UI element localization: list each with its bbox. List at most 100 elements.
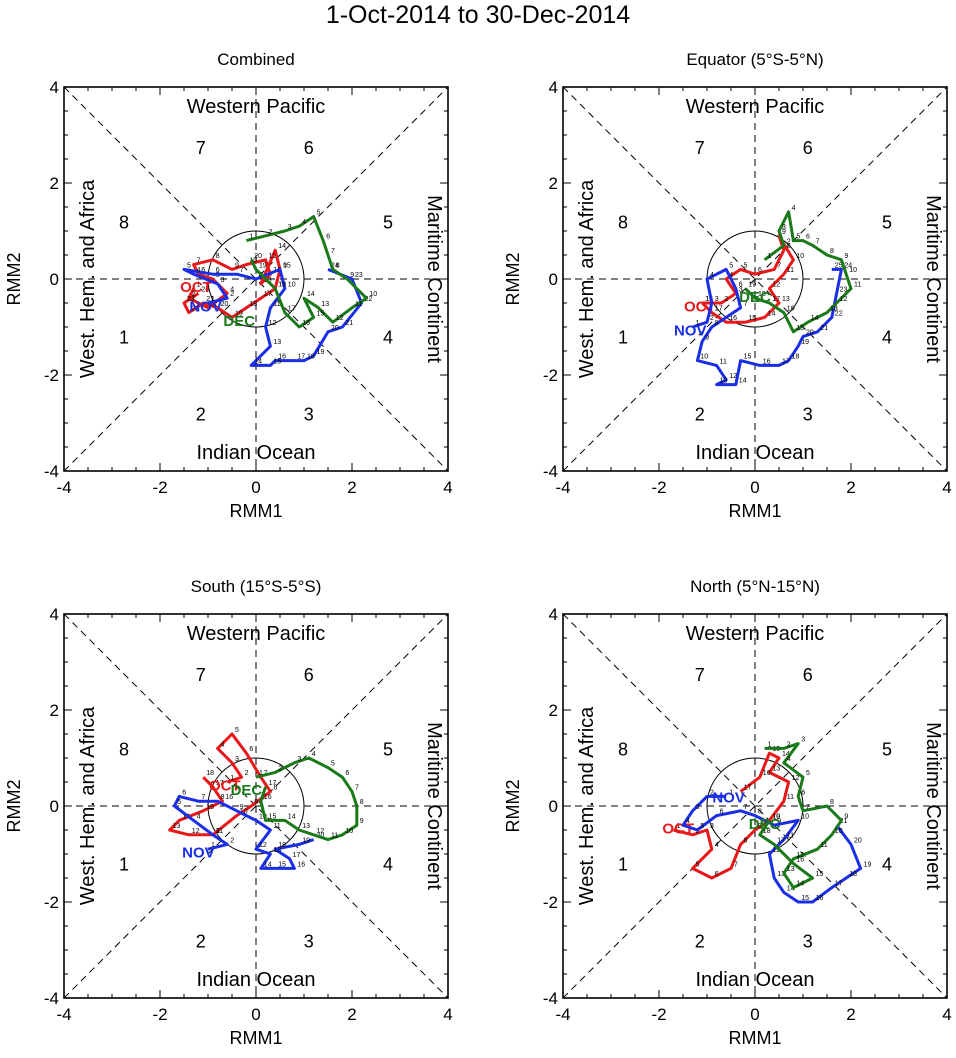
- day-label: 23: [187, 296, 195, 303]
- x-tick-label: 4: [443, 1005, 452, 1024]
- day-label: 23: [840, 286, 848, 293]
- diagonal-line: [63, 613, 449, 999]
- day-label: 15: [744, 354, 752, 361]
- day-label: 24: [201, 286, 209, 293]
- day-label: 2: [245, 770, 249, 777]
- month-label-dec: DEC: [223, 313, 255, 330]
- day-label: 10: [796, 253, 804, 260]
- day-label: 9: [235, 262, 239, 269]
- day-label: 16: [787, 306, 795, 313]
- day-label: 14: [782, 751, 790, 758]
- day-label: 11: [720, 358, 727, 365]
- day-label: 17: [772, 296, 780, 303]
- day-label: 16: [763, 358, 771, 365]
- day-label: 8: [336, 262, 340, 269]
- day-label: 4: [715, 842, 719, 849]
- day-label: 17: [293, 852, 301, 859]
- day-label: 10: [369, 291, 377, 298]
- day-label: 7: [355, 785, 359, 792]
- region-label-right: Maritime Continent: [423, 195, 445, 363]
- day-label: 16: [816, 895, 824, 902]
- day-label: 1: [705, 296, 709, 303]
- series-line-oct: [701, 234, 795, 324]
- day-label: 20: [854, 837, 862, 844]
- series-line-oct: [168, 732, 272, 837]
- day-label: 4: [710, 272, 714, 279]
- day-label: 5: [177, 799, 181, 806]
- series-line-dec: [246, 215, 368, 329]
- x-tick-label: 2: [846, 478, 855, 497]
- day-label: 6: [801, 789, 805, 796]
- phase-label-7: 7: [695, 138, 705, 158]
- panel-title: South (15°S-5°S): [191, 577, 322, 596]
- day-label: 21: [820, 325, 828, 332]
- day-label: 6: [216, 267, 220, 274]
- phase-label-3: 3: [803, 404, 813, 424]
- diagonal-line: [562, 86, 948, 472]
- rmm-panel-3: -4 -2 0 2 4 -4 -2 0 2 4 South (15°S-5°S) RMM1 RMM2 We…: [4, 577, 453, 1048]
- phase-label-6: 6: [304, 138, 314, 158]
- y-tick-label: 4: [549, 605, 558, 624]
- day-label: 18: [206, 770, 214, 777]
- day-label: 7: [744, 301, 748, 308]
- day-label: 10: [772, 813, 780, 820]
- day-label: 7: [201, 794, 205, 801]
- day-label: 14: [787, 885, 795, 892]
- day-label: 5: [187, 262, 191, 269]
- x-tick-label: -4: [555, 478, 570, 497]
- day-label: 3: [297, 756, 301, 763]
- day-label: 13: [782, 296, 790, 303]
- day-label: 24: [844, 262, 852, 269]
- day-label: 19: [748, 282, 756, 289]
- day-label: 20: [806, 330, 814, 337]
- y-tick-label: 4: [549, 78, 558, 97]
- x-tick-label: -2: [152, 1005, 167, 1024]
- day-label: 19: [317, 349, 325, 356]
- day-label: 8: [758, 809, 762, 816]
- day-label: 1: [676, 823, 680, 830]
- month-label-oct: OCT: [684, 298, 716, 315]
- day-label: 5: [331, 761, 335, 768]
- day-label: 7: [197, 258, 201, 265]
- phase-label-4: 4: [882, 328, 892, 348]
- x-tick-label: 0: [251, 1005, 260, 1024]
- phase-label-7: 7: [695, 665, 705, 685]
- x-axis-label: RMM1: [230, 1028, 283, 1048]
- panel-title: North (5°N-15°N): [690, 577, 820, 596]
- day-label: 11: [216, 828, 223, 835]
- y-tick-label: 2: [549, 174, 558, 193]
- day-label: 15: [317, 310, 325, 317]
- phase-label-5: 5: [383, 212, 393, 232]
- phase-label-8: 8: [618, 739, 628, 759]
- x-tick-label: 4: [942, 1005, 951, 1024]
- day-label: 4: [686, 818, 690, 825]
- day-label: 9: [350, 272, 354, 279]
- month-label-oct: OCT: [180, 279, 212, 296]
- diagonal-line: [63, 86, 449, 472]
- day-label: 11: [820, 842, 827, 849]
- day-label: 7: [331, 248, 335, 255]
- day-label: 9: [844, 253, 848, 260]
- y-tick-label: 4: [50, 78, 59, 97]
- y-axis-label: RMM2: [4, 253, 24, 306]
- day-label: 4: [230, 286, 234, 293]
- day-label: 12: [796, 852, 804, 859]
- day-label: 16: [225, 794, 233, 801]
- day-label: 3: [696, 804, 700, 811]
- day-label: 3: [782, 224, 786, 231]
- day-label: 3: [221, 277, 225, 284]
- day-label: 17: [297, 354, 305, 361]
- phase-label-7: 7: [196, 138, 206, 158]
- day-label: 18: [705, 296, 713, 303]
- day-label: 13: [302, 823, 310, 830]
- day-label: 3: [715, 296, 719, 303]
- day-label: 13: [273, 847, 281, 854]
- day-label: 15: [269, 813, 277, 820]
- day-label: 7: [744, 804, 748, 811]
- y-tick-label: -2: [44, 366, 59, 385]
- phase-label-1: 1: [119, 328, 129, 348]
- day-label: 5: [700, 823, 704, 830]
- x-tick-label: -4: [56, 1005, 71, 1024]
- day-label: 10: [849, 267, 857, 274]
- day-label: 18: [278, 842, 286, 849]
